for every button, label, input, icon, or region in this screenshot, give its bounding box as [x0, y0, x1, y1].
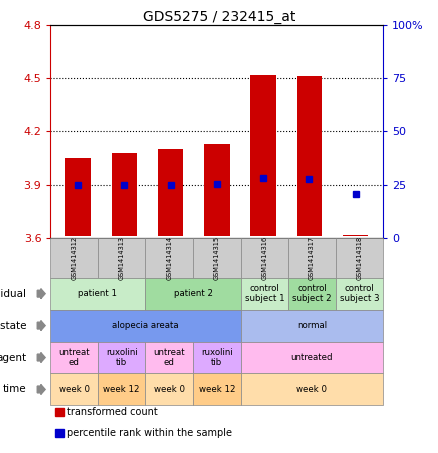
- Bar: [55, 429, 64, 437]
- Bar: [343, 235, 368, 236]
- Text: individual: individual: [0, 289, 26, 299]
- Text: GDS5275 / 232415_at: GDS5275 / 232415_at: [143, 10, 295, 24]
- Bar: [50, 310, 240, 342]
- Text: week 12: week 12: [198, 385, 235, 394]
- Text: transformed count: transformed count: [67, 407, 158, 417]
- Text: time: time: [3, 385, 26, 395]
- Text: percentile rank within the sample: percentile rank within the sample: [67, 428, 232, 438]
- Text: patient 2: patient 2: [173, 289, 212, 298]
- Text: GSM1414312: GSM1414312: [71, 236, 77, 280]
- Text: ruxolini
tib: ruxolini tib: [106, 348, 138, 367]
- Text: GSM1414317: GSM1414317: [309, 236, 315, 280]
- Bar: [240, 310, 383, 342]
- Bar: [145, 373, 193, 405]
- Bar: [50, 278, 145, 310]
- Bar: [251, 75, 276, 236]
- Bar: [240, 278, 288, 310]
- Bar: [98, 373, 145, 405]
- Text: control
subject 2: control subject 2: [292, 284, 332, 304]
- Bar: [98, 342, 145, 373]
- Text: week 0: week 0: [154, 385, 185, 394]
- Text: week 0: week 0: [59, 385, 90, 394]
- Text: untreat
ed: untreat ed: [58, 348, 90, 367]
- Bar: [158, 149, 183, 236]
- Text: untreated: untreated: [291, 353, 333, 362]
- Text: GSM1414313: GSM1414313: [119, 236, 125, 280]
- Text: GSM1414315: GSM1414315: [214, 236, 220, 280]
- Bar: [50, 342, 98, 373]
- Text: week 0: week 0: [297, 385, 328, 394]
- Text: week 12: week 12: [103, 385, 140, 394]
- Text: ruxolini
tib: ruxolini tib: [201, 348, 233, 367]
- Text: GSM1414316: GSM1414316: [261, 236, 267, 280]
- Bar: [288, 278, 336, 310]
- Bar: [98, 238, 145, 278]
- Text: disease state: disease state: [0, 321, 26, 331]
- Bar: [336, 238, 383, 278]
- Text: GSM1414314: GSM1414314: [166, 236, 172, 280]
- Bar: [193, 342, 240, 373]
- FancyArrow shape: [37, 289, 45, 299]
- FancyArrow shape: [37, 352, 45, 362]
- Bar: [112, 153, 137, 236]
- Bar: [50, 238, 98, 278]
- Text: GSM1414318: GSM1414318: [357, 236, 363, 280]
- Bar: [336, 278, 383, 310]
- Bar: [240, 238, 288, 278]
- Bar: [145, 278, 240, 310]
- Bar: [193, 238, 240, 278]
- Text: untreat
ed: untreat ed: [153, 348, 185, 367]
- Bar: [193, 373, 240, 405]
- Text: normal: normal: [297, 321, 327, 330]
- Text: alopecia areata: alopecia areata: [112, 321, 179, 330]
- Text: control
subject 1: control subject 1: [244, 284, 284, 304]
- Bar: [50, 373, 98, 405]
- Bar: [55, 408, 64, 416]
- Bar: [204, 144, 230, 236]
- Text: agent: agent: [0, 352, 26, 362]
- Bar: [288, 238, 336, 278]
- Bar: [65, 158, 91, 236]
- Bar: [297, 77, 322, 236]
- Text: control
subject 3: control subject 3: [339, 284, 379, 304]
- FancyArrow shape: [37, 321, 45, 331]
- Text: patient 1: patient 1: [78, 289, 117, 298]
- Bar: [240, 342, 383, 373]
- Bar: [145, 342, 193, 373]
- Bar: [240, 373, 383, 405]
- FancyArrow shape: [37, 385, 45, 395]
- Bar: [145, 238, 193, 278]
